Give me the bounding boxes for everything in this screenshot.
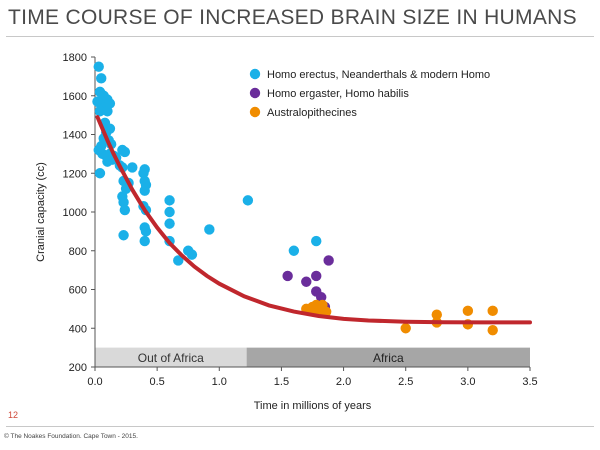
copyright-notice: © The Noakes Foundation. Cape Town - 201… (4, 433, 138, 440)
title-divider (6, 36, 594, 37)
data-point-series-0 (242, 195, 254, 206)
data-point-series-0 (288, 245, 300, 256)
data-point-series-0 (93, 61, 104, 72)
data-point-series-0 (164, 218, 175, 229)
data-point-series-0 (119, 146, 131, 158)
page-number: 12 (8, 410, 19, 420)
data-point-series-0 (186, 249, 198, 260)
legend-label: Homo ergaster, Homo habilis (267, 88, 409, 100)
data-point-series-0 (102, 156, 113, 167)
legend-marker (249, 87, 261, 99)
x-tick-label: 2.0 (336, 376, 351, 388)
data-point-series-1 (311, 270, 322, 282)
y-ticks: 200 400 600 800 1000 1200 1400 1600 1800 (63, 52, 95, 374)
x-tick-label: 0.5 (149, 376, 164, 388)
data-point-series-0 (96, 73, 107, 84)
data-point-series-0 (102, 106, 113, 117)
x-tick-label: 3.5 (522, 376, 537, 388)
data-point-series-2 (313, 305, 324, 317)
region-label-1: Africa (373, 351, 404, 365)
x-tick-label: 0.0 (87, 376, 102, 388)
y-tick-label: 1600 (63, 91, 87, 103)
legend-label: Homo erectus, Neanderthals & modern Homo (267, 69, 490, 81)
data-point-series-0 (204, 224, 215, 235)
data-point-series-0 (94, 106, 106, 117)
region-band-1 (246, 347, 530, 367)
y-tick-label: 1200 (63, 168, 87, 180)
data-point-series-1 (301, 276, 312, 287)
data-point-series-2 (487, 305, 498, 317)
data-point-series-0 (118, 197, 129, 208)
data-point-series-0 (94, 168, 106, 179)
data-points (92, 61, 498, 336)
data-point-series-2 (462, 305, 474, 317)
data-point-series-0 (140, 226, 152, 237)
y-tick-label: 600 (69, 285, 87, 297)
data-point-series-0 (139, 185, 150, 196)
x-tick-label: 2.5 (398, 376, 413, 388)
data-point-series-0 (311, 235, 322, 247)
data-point-series-1 (323, 255, 334, 266)
footer-divider (6, 426, 594, 427)
data-point-series-2 (431, 309, 442, 320)
legend-label: Australopithecines (267, 107, 357, 119)
x-tick-label: 3.0 (460, 376, 475, 388)
y-tick-label: 400 (69, 323, 87, 335)
data-point-series-0 (118, 230, 129, 241)
x-tick-label: 1.0 (212, 376, 227, 388)
y-tick-label: 200 (69, 362, 87, 374)
x-axis-label: Time in millions of years (254, 400, 372, 412)
legend: Homo erectus, Neanderthals & modern Homo… (249, 68, 490, 119)
x-ticks: 0.0 0.5 1.0 1.5 2.0 2.5 3.0 3.5 (87, 367, 538, 388)
y-tick-label: 1000 (63, 207, 87, 219)
data-point-series-0 (119, 204, 131, 216)
x-tick-label: 1.5 (274, 376, 289, 388)
y-tick-label: 1400 (63, 130, 87, 142)
slide-title: TIME COURSE OF INCREASED BRAIN SIZE IN H… (8, 6, 577, 29)
y-tick-label: 1800 (63, 52, 87, 64)
data-point-series-0 (127, 162, 138, 173)
data-point-series-0 (138, 168, 149, 179)
data-point-series-0 (164, 195, 175, 206)
data-point-series-2 (400, 323, 411, 334)
legend-marker (249, 106, 261, 118)
data-point-series-0 (173, 255, 184, 266)
data-point-series-1 (282, 270, 293, 282)
y-tick-label: 800 (69, 246, 87, 258)
region-band-0 (95, 347, 247, 367)
region-label-0: Out of Africa (138, 351, 204, 365)
data-point-series-0 (164, 206, 175, 218)
legend-marker (249, 68, 261, 80)
data-point-series-0 (139, 235, 150, 247)
trend-curve (95, 115, 532, 325)
region-bands: Out of Africa Africa (95, 347, 530, 367)
y-axis-label: Cranial capacity (cc) (35, 162, 47, 262)
data-point-series-2 (487, 324, 498, 336)
